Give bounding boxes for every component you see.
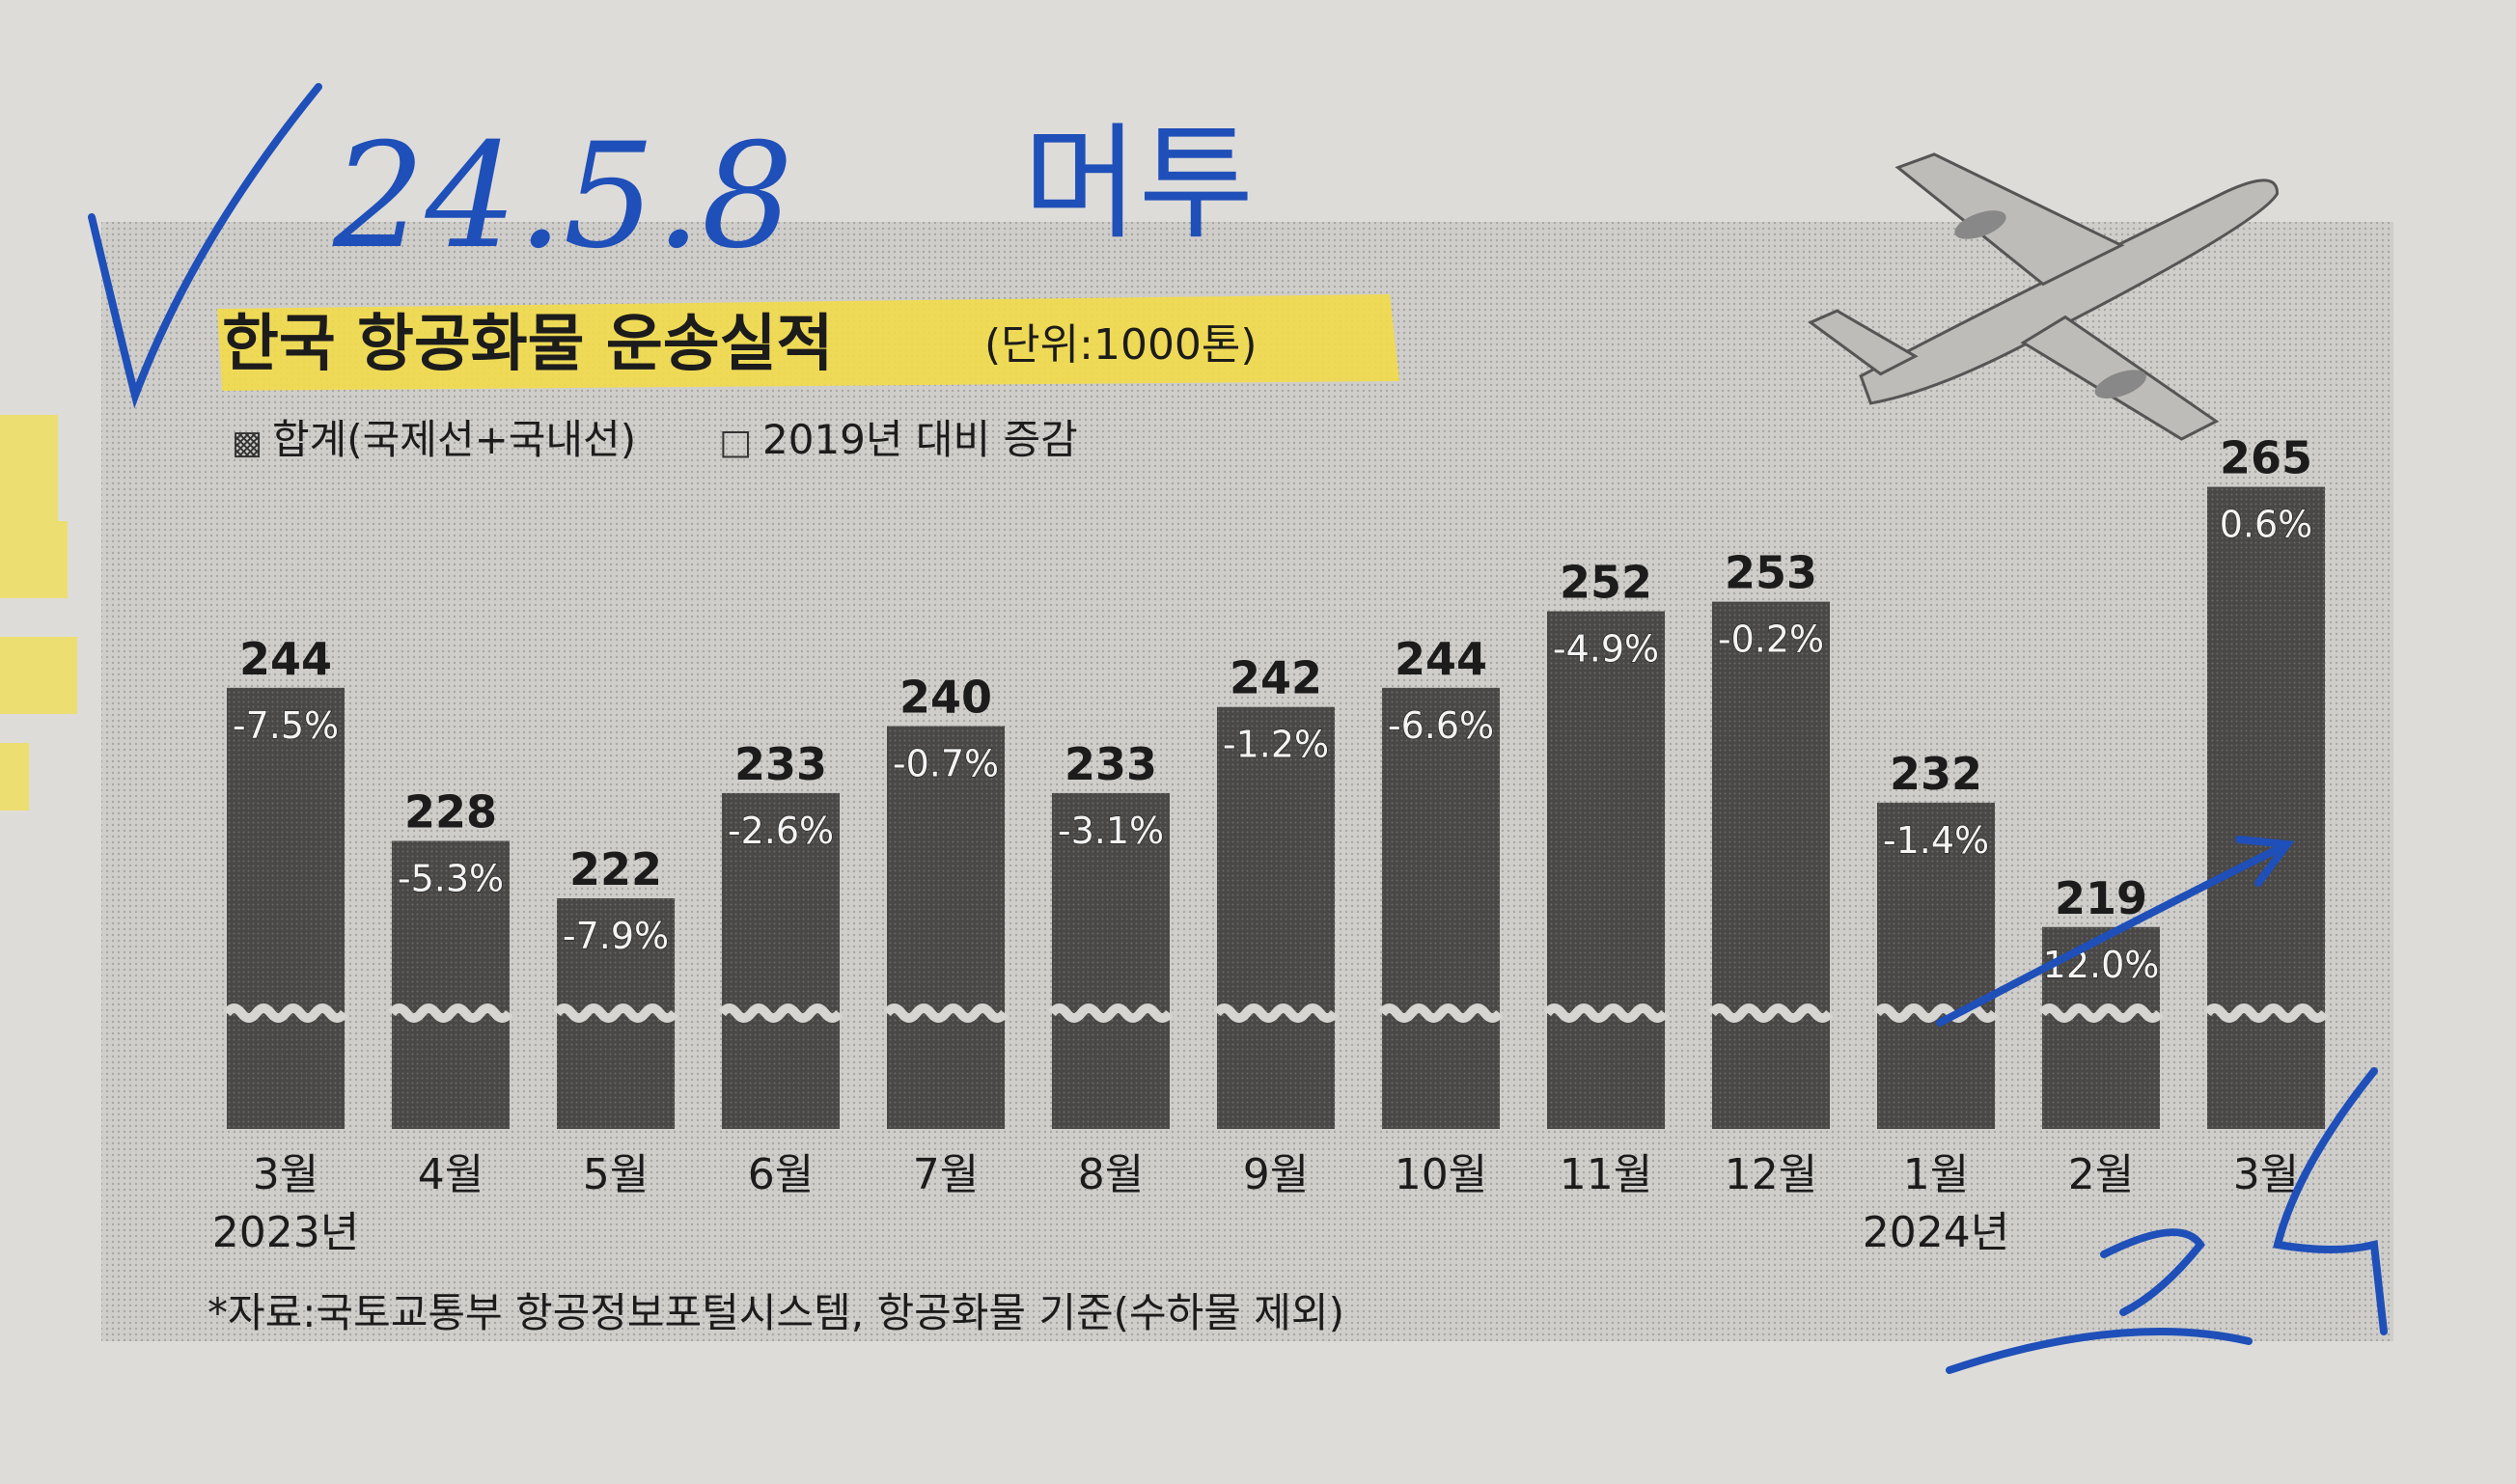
bar-change-label: -3.1% xyxy=(1058,810,1164,852)
x-tick-label: 9월 xyxy=(1243,1150,1309,1199)
x-tick-label: 4월 xyxy=(418,1150,484,1199)
axis-break-wave xyxy=(1378,1003,1504,1023)
x-tick-label: 7월 xyxy=(913,1150,979,1199)
title-group: 한국 항공화물 운송실적 (단위:1000톤) xyxy=(222,309,1258,380)
bar-change-label: -6.6% xyxy=(1388,704,1494,747)
bar-change-label: -0.7% xyxy=(893,743,999,785)
bar xyxy=(1382,687,1500,1129)
handwritten-date: 24.5.8 xyxy=(332,113,793,281)
bar-value-label: 232 xyxy=(1890,748,1982,800)
airplane-icon xyxy=(1808,152,2280,441)
bar xyxy=(1547,611,1665,1129)
bar-change-label: -7.5% xyxy=(233,704,339,747)
bar xyxy=(1217,706,1335,1129)
x-tick-label: 1월 xyxy=(1903,1150,1969,1199)
legend-marker-change: □ xyxy=(719,423,752,462)
x-tick-label: 8월 xyxy=(1078,1150,1144,1199)
handwriting xyxy=(88,83,2388,1374)
bar-value-label: 253 xyxy=(1725,547,1817,599)
x-tick-label: 12월 xyxy=(1725,1150,1817,1199)
bar-value-label: 244 xyxy=(1395,633,1487,685)
axis-break-wave xyxy=(388,1003,513,1023)
bar-value-label: 233 xyxy=(1064,738,1157,790)
bar-value-label: 244 xyxy=(239,633,332,685)
bar-value-label: 219 xyxy=(2055,872,2147,924)
bar xyxy=(227,687,345,1129)
margin-highlight xyxy=(0,743,29,811)
x-tick-label: 2월 xyxy=(2068,1150,2134,1199)
bar xyxy=(1712,601,1830,1129)
bar-value-label: 222 xyxy=(569,843,662,895)
bar xyxy=(2207,486,2325,1129)
legend-marker-total: ▩ xyxy=(232,424,263,462)
axis-break-wave xyxy=(1213,1003,1339,1023)
bar-change-label: -5.3% xyxy=(398,858,504,900)
bar-change-label: -1.2% xyxy=(1223,724,1329,766)
bar-change-label: 12.0% xyxy=(2043,944,2160,986)
handwriting-text: 24.5.8 머투 xyxy=(332,110,1254,281)
legend-label-total: 합계(국제선+국내선) xyxy=(272,416,636,463)
source-note: *자료:국토교통부 항공정보포털시스템, 항공화물 기준(수하물 제외) xyxy=(207,1289,1344,1336)
x-tick-label: 3월 xyxy=(2233,1150,2299,1199)
axis-break-wave xyxy=(553,1003,678,1023)
bars-layer xyxy=(223,486,2329,1129)
chart-title: 한국 항공화물 운송실적 xyxy=(222,309,833,380)
axis-break-wave xyxy=(2203,1003,2329,1023)
bar-change-label: -1.4% xyxy=(1883,819,1989,862)
bar xyxy=(392,840,510,1129)
note-stroke-2 xyxy=(2273,1067,2388,1335)
arrow-stroke xyxy=(1936,845,2281,1027)
x-tick-label: 11월 xyxy=(1560,1150,1652,1199)
axis-break-wave xyxy=(883,1003,1009,1023)
note-stroke xyxy=(1946,1228,2253,1374)
axis-break-wave xyxy=(1048,1003,1174,1023)
bar-value-label: 228 xyxy=(404,786,497,838)
margin-highlight xyxy=(0,415,58,521)
bar-change-label: -7.9% xyxy=(563,915,669,957)
labels-layer: 244 -7.5% 3월 228 -5.3% 4월 222 -7.9% 5월 233 -2.6% 6월… xyxy=(212,432,2313,1257)
axis-break-wave xyxy=(2038,1003,2164,1023)
x-tick-label: 5월 xyxy=(583,1150,649,1199)
bar-value-label: 252 xyxy=(1560,557,1652,609)
bar-value-label: 265 xyxy=(2220,432,2312,484)
bar xyxy=(887,726,1005,1129)
axis-break-wave xyxy=(1708,1003,1834,1023)
bar-change-label: -4.9% xyxy=(1553,628,1659,671)
chart-unit: (단위:1000톤) xyxy=(984,320,1258,370)
bar xyxy=(1877,802,1995,1129)
bar-change-label: -0.2% xyxy=(1718,618,1824,661)
bar-value-label: 240 xyxy=(899,672,992,724)
axis-break-wave xyxy=(1873,1003,1999,1023)
axis-break-wave xyxy=(1543,1003,1669,1023)
year-label: 2024년 xyxy=(1863,1208,2009,1257)
check-mark-stroke xyxy=(88,83,322,409)
axis-break-wave xyxy=(223,1003,348,1023)
x-tick-label: 6월 xyxy=(748,1150,814,1199)
legend: ▩ 합계(국제선+국내선) □ 2019년 대비 증감 xyxy=(232,416,1078,463)
legend-label-change: 2019년 대비 증감 xyxy=(762,416,1078,463)
bar-change-label: 0.6% xyxy=(2220,504,2313,546)
margin-highlight xyxy=(0,521,68,598)
bar-value-label: 233 xyxy=(734,738,827,790)
bar-change-label: -2.6% xyxy=(728,810,834,852)
bar-value-label: 242 xyxy=(1230,652,1322,704)
title-highlight xyxy=(217,294,1399,391)
bar xyxy=(1052,792,1170,1129)
axis-break-wave xyxy=(718,1003,843,1023)
year-label: 2023년 xyxy=(212,1208,359,1257)
bar xyxy=(722,792,840,1129)
x-tick-label: 10월 xyxy=(1395,1150,1487,1199)
arrow-head-stroke xyxy=(2235,836,2295,887)
handwritten-word: 머투 xyxy=(1023,110,1254,257)
margin-highlight xyxy=(0,637,77,714)
x-tick-label: 3월 xyxy=(253,1150,318,1199)
